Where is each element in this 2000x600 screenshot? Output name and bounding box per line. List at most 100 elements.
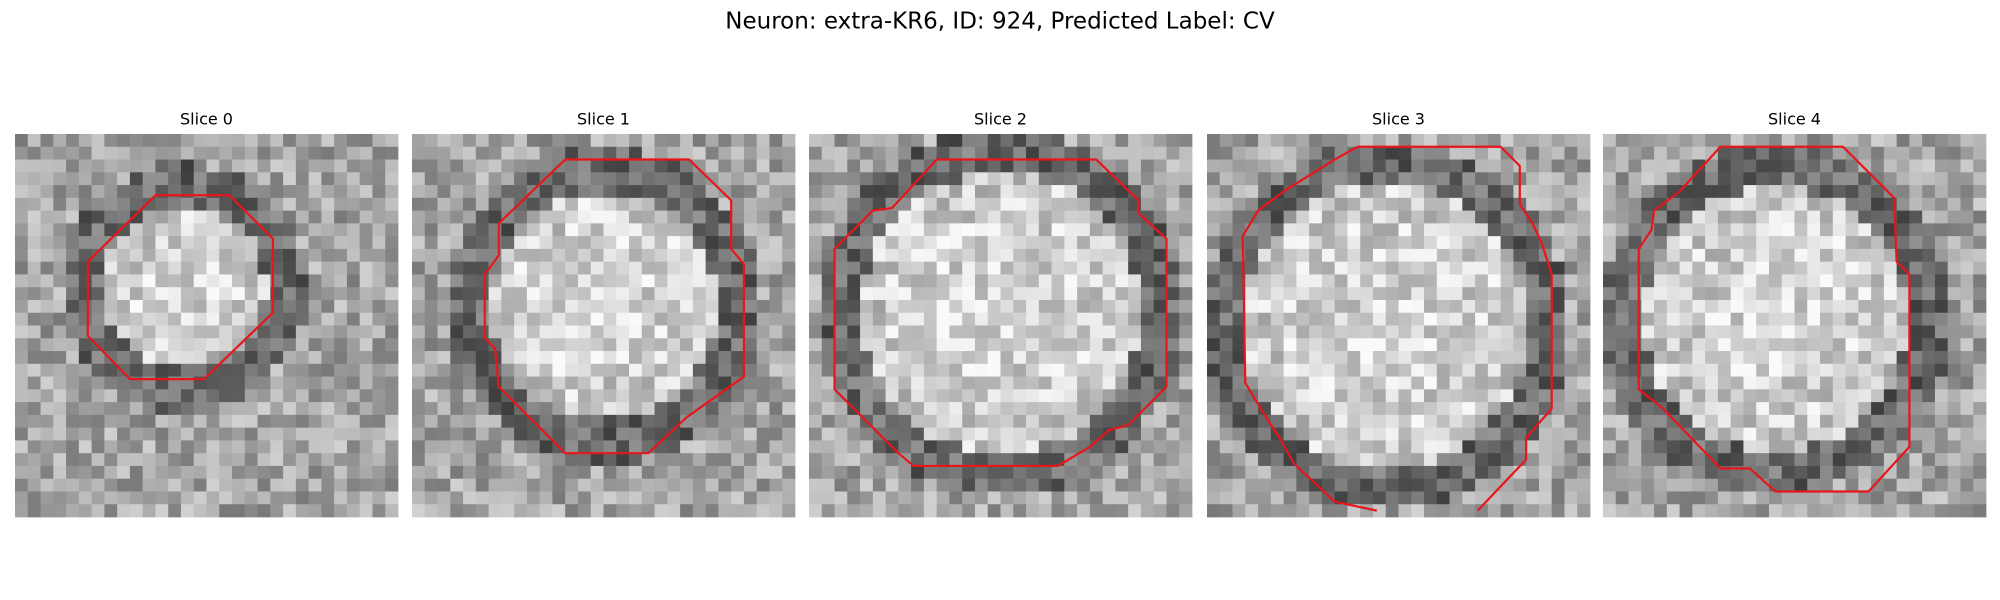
pixel bbox=[1756, 299, 1770, 314]
pixel bbox=[1705, 427, 1719, 441]
pixel bbox=[1153, 376, 1167, 390]
pixel bbox=[244, 159, 258, 173]
pixel bbox=[295, 325, 310, 339]
pixel bbox=[987, 427, 1001, 441]
pixel bbox=[1487, 299, 1502, 314]
pixel bbox=[1641, 185, 1655, 199]
pixel bbox=[1781, 414, 1795, 429]
pixel bbox=[847, 312, 861, 326]
pixel bbox=[1166, 363, 1180, 377]
pixel bbox=[654, 504, 668, 518]
pixel bbox=[821, 414, 835, 429]
pixel bbox=[1564, 185, 1578, 199]
pixel bbox=[731, 465, 745, 480]
pixel bbox=[385, 491, 399, 505]
pixel bbox=[463, 210, 477, 224]
pixel bbox=[616, 146, 630, 160]
pixel bbox=[743, 453, 758, 467]
pixel bbox=[1128, 491, 1142, 505]
pixel bbox=[1166, 338, 1180, 352]
pixel bbox=[1385, 236, 1399, 250]
pixel bbox=[321, 261, 335, 275]
pixel bbox=[463, 478, 477, 492]
pixel bbox=[463, 197, 477, 211]
pixel bbox=[424, 287, 438, 301]
pixel bbox=[654, 427, 668, 441]
pixel bbox=[1360, 261, 1374, 275]
pixel bbox=[526, 453, 541, 467]
pixel bbox=[219, 210, 233, 224]
pixel bbox=[412, 210, 426, 224]
pixel bbox=[821, 351, 835, 365]
pixel bbox=[104, 338, 118, 352]
pixel bbox=[1641, 172, 1655, 186]
pixel bbox=[270, 427, 284, 441]
pixel bbox=[308, 351, 322, 365]
pixel bbox=[603, 197, 617, 211]
pixel bbox=[412, 414, 426, 429]
pixel bbox=[424, 274, 438, 288]
pixel bbox=[1845, 134, 1859, 148]
pixel bbox=[1551, 134, 1565, 148]
pixel bbox=[1794, 312, 1808, 326]
pixel bbox=[1551, 159, 1565, 173]
pixel bbox=[936, 287, 950, 301]
pixel bbox=[1603, 146, 1617, 160]
pixel bbox=[1487, 134, 1502, 148]
pixel bbox=[590, 389, 604, 403]
pixel bbox=[936, 363, 950, 377]
pixel bbox=[1947, 248, 1961, 263]
pixel bbox=[809, 491, 823, 505]
pixel bbox=[603, 146, 617, 160]
pixel bbox=[692, 210, 707, 224]
pixel bbox=[1296, 478, 1310, 492]
pixel bbox=[1360, 376, 1374, 390]
pixel bbox=[1871, 134, 1885, 148]
pixel bbox=[1960, 185, 1974, 199]
pixel bbox=[117, 312, 131, 326]
pixel bbox=[1679, 134, 1693, 148]
pixel bbox=[180, 274, 195, 288]
pixel bbox=[180, 236, 195, 250]
pixel bbox=[424, 159, 438, 173]
pixel bbox=[412, 351, 426, 365]
pixel bbox=[1270, 402, 1284, 416]
pixel bbox=[1781, 389, 1795, 403]
pixel bbox=[308, 248, 322, 263]
pixel bbox=[769, 287, 783, 301]
pixel bbox=[1896, 427, 1910, 441]
pixel bbox=[1258, 325, 1272, 339]
pixel bbox=[782, 172, 796, 186]
pixel bbox=[923, 146, 938, 160]
pixel bbox=[129, 197, 144, 211]
pixel bbox=[1115, 210, 1129, 224]
pixel bbox=[257, 465, 271, 480]
pixel bbox=[539, 185, 553, 199]
pixel bbox=[346, 248, 361, 263]
pixel bbox=[219, 287, 233, 301]
pixel bbox=[923, 325, 938, 339]
pixel bbox=[923, 299, 938, 314]
pixel bbox=[1321, 210, 1336, 224]
pixel bbox=[1845, 261, 1859, 275]
pixel bbox=[27, 261, 41, 275]
pixel bbox=[15, 478, 29, 492]
pixel bbox=[1258, 312, 1272, 326]
pixel bbox=[1372, 172, 1387, 186]
pixel bbox=[1615, 146, 1629, 160]
pixel bbox=[1424, 453, 1438, 467]
pixel bbox=[526, 504, 541, 518]
pixel bbox=[295, 414, 310, 429]
pixel bbox=[603, 427, 617, 441]
pixel bbox=[488, 274, 502, 288]
pixel bbox=[104, 453, 118, 467]
pixel bbox=[27, 299, 41, 314]
pixel bbox=[193, 504, 207, 518]
pixel bbox=[1692, 478, 1706, 492]
pixel bbox=[1424, 351, 1438, 365]
pixel bbox=[1309, 351, 1323, 365]
pixel bbox=[206, 478, 220, 492]
pixel bbox=[1960, 274, 1974, 288]
slice-image bbox=[1207, 134, 1591, 518]
pixel bbox=[1654, 389, 1668, 403]
